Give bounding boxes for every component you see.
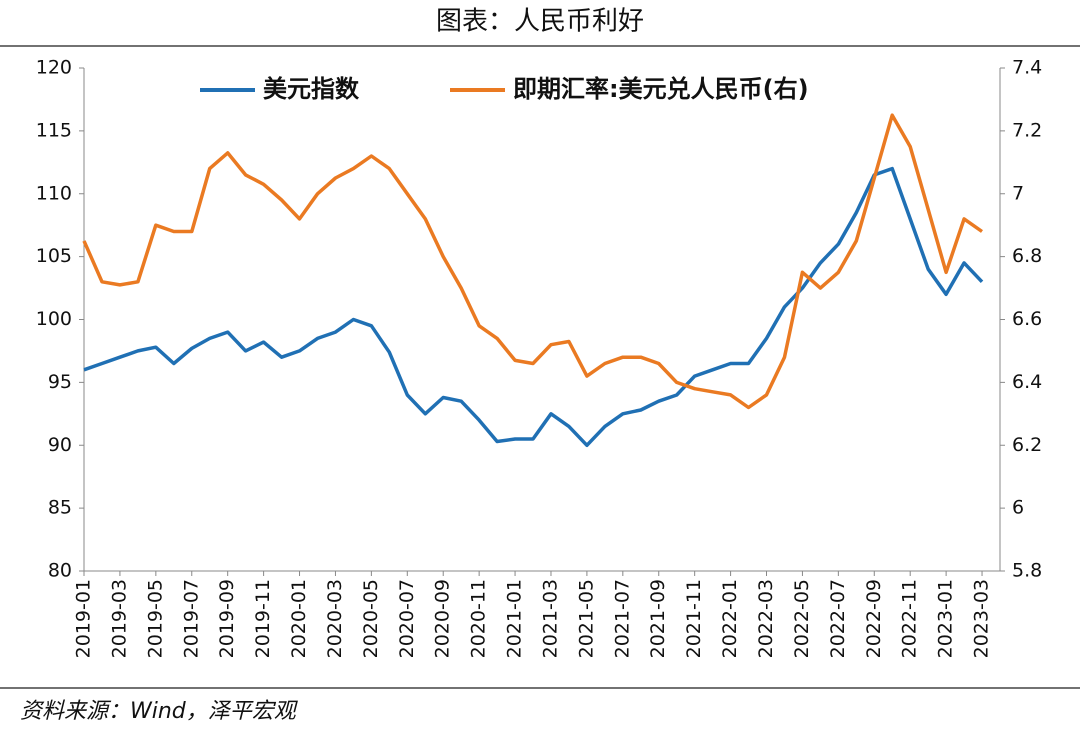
x-tick-label: 2019-11 [252,579,274,658]
x-tick-label: 2019-07 [180,579,202,658]
x-tick-label: 2022-05 [791,579,813,658]
y-tick-label: 105 [36,245,72,267]
x-tick-label: 2022-01 [719,579,741,658]
x-tick-label: 2022-07 [827,579,849,658]
x-tick-label: 2023-03 [971,579,993,658]
x-tick-label: 2021-09 [647,579,669,658]
x-tick-label: 2023-01 [935,579,957,658]
y2-tick-label: 6.4 [1012,371,1042,393]
series-line [82,113,984,410]
y-tick-label: 85 [48,497,72,519]
x-tick-label: 2020-01 [288,579,310,658]
y2-tick-label: 5.8 [1012,560,1042,582]
y-tick-label: 120 [36,57,72,79]
x-tick-label: 2019-01 [73,579,95,658]
y2-tick-label: 6.2 [1012,434,1042,456]
x-tick-label: 2021-01 [504,579,526,658]
x-tick-label: 2020-05 [360,579,382,658]
y2-tick-label: 7.2 [1012,119,1042,141]
x-tick-label: 2021-11 [683,579,705,658]
x-tick-label: 2019-09 [216,579,238,658]
x-tick-label: 2021-07 [611,579,633,658]
x-tick-label: 2020-07 [396,579,418,658]
x-tick-label: 2021-05 [575,579,597,658]
y2-tick-label: 6 [1012,497,1024,519]
y-tick-label: 90 [48,434,72,456]
x-tick-label: 2022-03 [755,579,777,658]
y-tick-label: 110 [36,182,72,204]
x-tick-label: 2019-05 [144,579,166,658]
legend-label: 美元指数 [263,75,360,103]
series-line [83,166,984,448]
source-note: 资料来源：Wind，泽平宏观 [20,699,299,724]
y-tick-label: 95 [48,371,72,393]
y2-tick-label: 7 [1012,182,1024,204]
y-tick-label: 80 [48,560,72,582]
x-tick-label: 2020-03 [324,579,346,658]
x-tick-label: 2019-03 [108,579,130,658]
x-tick-label: 2021-03 [539,579,561,658]
y2-tick-label: 6.6 [1012,308,1042,330]
x-tick-label: 2020-09 [432,579,454,658]
y-tick-label: 115 [36,119,72,141]
y-tick-label: 100 [36,308,72,330]
x-tick-label: 2020-11 [468,579,490,658]
y2-tick-label: 7.4 [1012,57,1042,79]
x-tick-label: 2022-09 [863,579,885,658]
x-tick-label: 2022-11 [899,579,921,658]
chart-title: 图表：人民币利好 [436,7,644,37]
y2-tick-label: 6.8 [1012,245,1042,267]
legend-label: 即期汇率:美元兑人民币(右) [513,75,809,103]
